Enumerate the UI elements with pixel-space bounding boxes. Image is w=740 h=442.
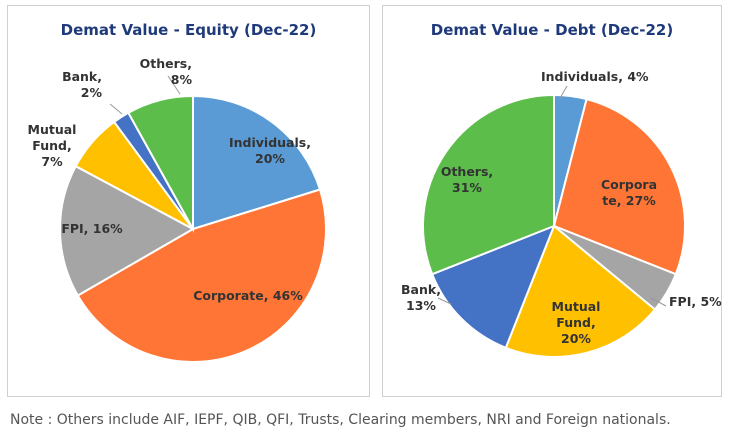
debt-leader-line xyxy=(437,297,452,305)
equity-label-corporate: Corporate, 46% xyxy=(193,288,303,303)
debt-leader-line xyxy=(650,297,667,307)
debt-slice-corporate xyxy=(552,97,686,276)
equity-label-fpi: FPI, 16% xyxy=(61,221,123,236)
equity-label-others: Others, 8% xyxy=(140,56,193,87)
debt-label-mutual-fund: Mutual Fund, 20% xyxy=(552,299,601,346)
debt-label-fpi: FPI, 5% xyxy=(669,294,722,309)
debt-label-others: Others, 31% xyxy=(441,164,493,195)
equity-slice-others xyxy=(126,94,194,233)
debt-chart-panel: Demat Value - Debt (Dec-22) Individuals,… xyxy=(382,5,722,397)
equity-chart-panel: Demat Value - Equity (Dec-22) Individual… xyxy=(7,5,370,397)
equity-label-individuals: Individuals, 20% xyxy=(229,135,311,166)
equity-label-mutual-fund: Mutual Fund, 7% xyxy=(28,122,77,169)
debt-label-individuals: Individuals, 4% xyxy=(541,69,649,84)
equity-label-bank: Bank, 2% xyxy=(62,69,102,100)
debt-slice-mutual-fund xyxy=(504,224,657,358)
footnote: Note : Others include AIF, IEPF, QIB, QF… xyxy=(10,412,671,428)
debt-label-bank: Bank, 13% xyxy=(401,282,441,313)
equity-slice-fpi xyxy=(59,164,196,297)
equity-slice-individuals xyxy=(192,94,322,231)
equity-slice-corporate xyxy=(76,188,327,363)
equity-pie-chart: Individuals, 20% Corporate, 46% FPI, 16% Mut… xyxy=(28,56,327,363)
debt-slice-bank xyxy=(430,224,556,350)
debt-chart-title: Demat Value - Debt (Dec-22) xyxy=(430,21,674,39)
debt-pie-chart: Individuals, 4% Corpora te, 27% FPI, 5% Mutu… xyxy=(401,69,722,358)
debt-slice-others xyxy=(422,93,555,276)
debt-label-corporate: Corpora te, 27% xyxy=(601,177,657,208)
equity-leader-line xyxy=(109,103,123,115)
equity-leader-line xyxy=(167,75,181,95)
debt-leader-line xyxy=(558,85,568,101)
equity-chart-title: Demat Value - Equity (Dec-22) xyxy=(60,21,317,39)
